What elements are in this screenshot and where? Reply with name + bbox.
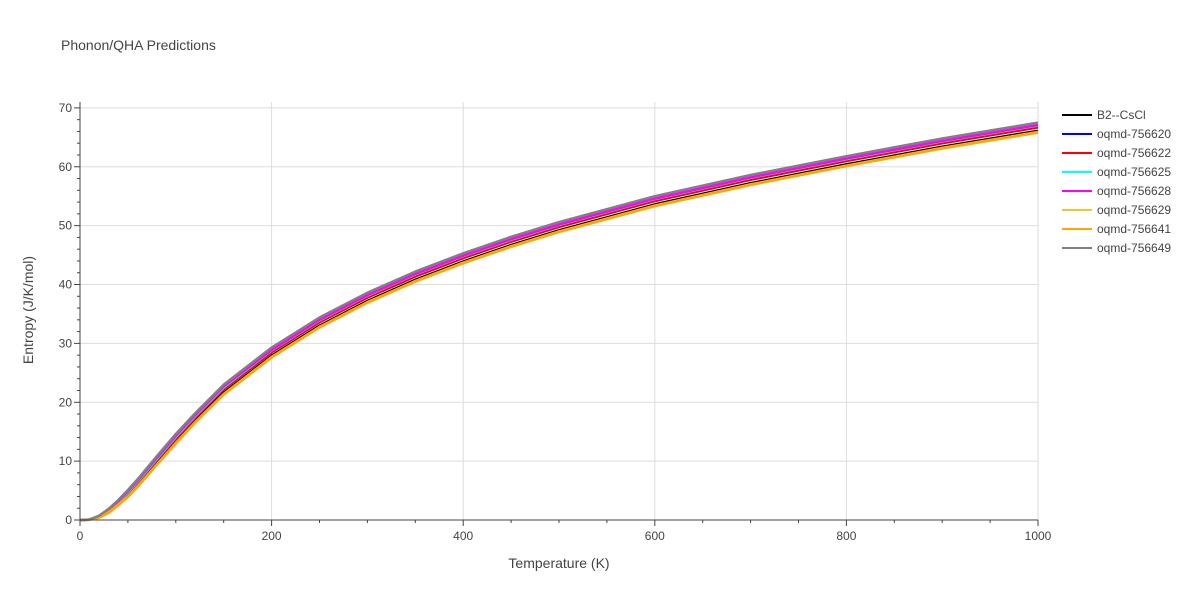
series-line-oqmd-756629 (79, 130, 1039, 522)
legend-item-label[interactable]: oqmd-756620 (1097, 127, 1171, 141)
y-tick-label: 20 (59, 395, 73, 409)
legend-item-label[interactable]: oqmd-756625 (1097, 165, 1171, 179)
legend[interactable]: B2--CsCl oqmd-756620 oqmd-756622 oqmd-75662… (1062, 108, 1171, 255)
y-axis-label: Entropy (J/K/mol) (20, 256, 36, 364)
y-tick-label: 60 (59, 160, 73, 174)
y-tick-label: 40 (59, 278, 73, 292)
series-line-oqmd-756641 (79, 131, 1039, 522)
y-tick-label: 50 (59, 219, 73, 233)
chart-title: Phonon/QHA Predictions (61, 37, 216, 53)
y-tick-label: 30 (59, 336, 73, 350)
y-tick-label: 0 (65, 513, 72, 527)
legend-item-label[interactable]: B2--CsCl (1097, 108, 1146, 122)
legend-item-label[interactable]: oqmd-756629 (1097, 203, 1171, 217)
x-tick-label: 1000 (1025, 529, 1052, 543)
x-axis-label: Temperature (K) (508, 555, 609, 571)
x-tick-label: 0 (77, 529, 84, 543)
x-tick-label: 200 (262, 529, 282, 543)
y-tick-label: 10 (59, 454, 73, 468)
grid (80, 102, 1039, 520)
x-tick-label: 800 (836, 529, 856, 543)
legend-item-label[interactable]: oqmd-756641 (1097, 222, 1171, 236)
plot-area (79, 121, 1039, 522)
legend-item-label[interactable]: oqmd-756628 (1097, 184, 1171, 198)
legend-item-label[interactable]: oqmd-756649 (1097, 241, 1171, 255)
series-line-oqmd-756649 (79, 121, 1039, 522)
x-tick-label: 600 (645, 529, 665, 543)
x-tick-label: 400 (453, 529, 473, 543)
legend-item-label[interactable]: oqmd-756622 (1097, 146, 1171, 160)
axes: 0 200 400 600 800 1000 0 10 20 30 40 50 60 70 (59, 101, 1052, 543)
y-tick-label: 70 (59, 101, 73, 115)
